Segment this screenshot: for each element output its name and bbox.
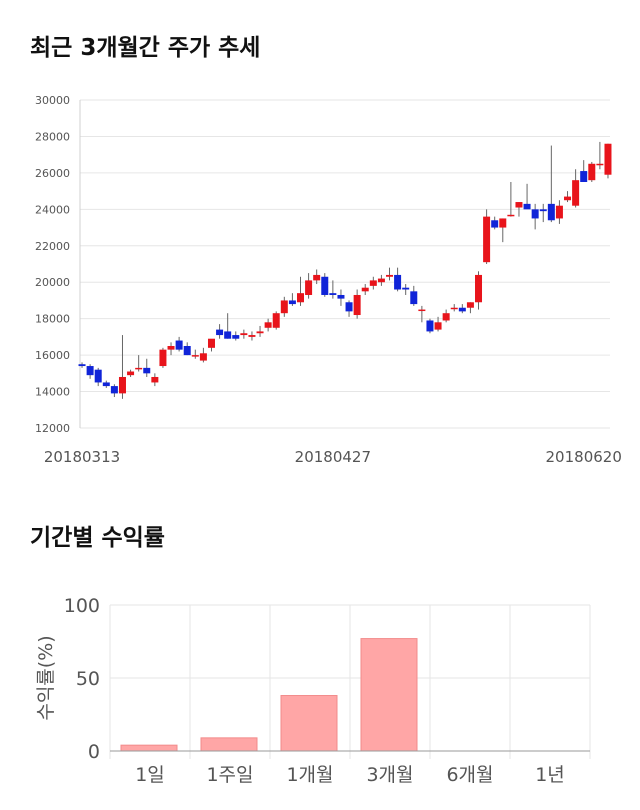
x-tick-label: 20180620 (546, 448, 622, 466)
candle-body (135, 367, 143, 370)
x-tick-label: 1주일 (206, 764, 253, 786)
candle-body (240, 333, 248, 336)
candle-body (426, 320, 434, 332)
candle-body (442, 313, 450, 321)
candle-body (564, 196, 572, 201)
candle-body (175, 340, 183, 350)
y-tick-label: 26000 (35, 167, 70, 180)
return-bar-chart: 0 50 100 1일 1주일 1개월 3개월 6개월 1년 수익률(%) (35, 595, 591, 786)
candle-body (191, 355, 199, 357)
candle-body (118, 376, 126, 394)
candle-body (321, 276, 329, 295)
candle-body (264, 322, 272, 328)
candle-body (337, 294, 345, 299)
candle-body (547, 203, 555, 221)
candle-body (280, 300, 288, 314)
y-tick-label: 18000 (35, 313, 70, 326)
candle-body (466, 302, 474, 308)
y-tick-label: 28000 (35, 130, 70, 143)
candle-body (159, 349, 167, 367)
return-bar (280, 695, 338, 752)
candle-body (167, 346, 175, 350)
candle-body (410, 291, 418, 305)
y-tick-label: 24000 (35, 203, 70, 216)
candle-body (102, 382, 110, 387)
x-tick-label: 6개월 (446, 764, 493, 786)
y-axis-label: 수익률(%) (35, 635, 57, 720)
candle-body (143, 367, 151, 374)
candle-body (507, 214, 515, 217)
candle-body (110, 386, 118, 394)
candle-body (418, 309, 426, 312)
y-tick-label: 14000 (35, 386, 70, 399)
period-return-title: 기간별 수익률 (30, 525, 165, 551)
candle-body (345, 302, 353, 312)
candle-body (248, 335, 256, 337)
candle-body (313, 274, 321, 281)
candle-body (523, 203, 531, 210)
candle-body (256, 331, 264, 334)
candle-body (394, 274, 402, 290)
candle-body (272, 313, 280, 328)
candle-body (288, 300, 296, 305)
return-bar (360, 638, 418, 752)
candle-body (588, 163, 596, 181)
candle-body (491, 220, 499, 228)
candle-body (199, 353, 207, 361)
candle-body (539, 209, 547, 212)
candle-body (475, 274, 483, 303)
candle-body (572, 180, 580, 206)
candle-body (78, 364, 86, 367)
candle-body (305, 280, 313, 295)
y-tick-label: 50 (76, 668, 100, 690)
candle-body (232, 335, 240, 339)
candle-body (450, 307, 458, 310)
candle-body (353, 294, 361, 316)
price-trend-title: 최근 3개월간 주가 추세 (30, 35, 261, 61)
x-tick-label: 20180313 (44, 448, 120, 466)
y-tick-label: 0 (88, 741, 100, 763)
candlestick-chart: 12000 14000 16000 18000 20000 22000 24000 26000… (35, 94, 622, 466)
x-tick-label: 20180427 (295, 448, 371, 466)
candle-body (369, 280, 377, 286)
candle-body (499, 218, 507, 228)
candle-body (329, 293, 337, 295)
y-tick-label: 20000 (35, 276, 70, 289)
candle-body (483, 216, 491, 263)
candle-body (224, 331, 232, 339)
x-tick-label: 1개월 (286, 764, 333, 786)
candle-body (604, 143, 612, 175)
y-tick-label: 30000 (35, 94, 70, 107)
candle-body (94, 369, 102, 383)
candle-body (555, 205, 563, 219)
candle-body (151, 376, 159, 383)
x-tick-label: 3개월 (366, 764, 413, 786)
candle-body (183, 346, 191, 356)
candle-body (580, 171, 588, 182)
return-bar (200, 737, 258, 752)
y-tick-label: 16000 (35, 349, 70, 362)
candle-body (515, 202, 523, 208)
x-tick-label: 1년 (535, 764, 565, 786)
candle-body (458, 307, 466, 312)
candle-body (386, 274, 394, 277)
y-tick-label: 22000 (35, 240, 70, 253)
candle-body (86, 366, 94, 376)
x-tick-label: 1일 (135, 764, 165, 786)
candle-body (361, 287, 369, 292)
candle-body (434, 322, 442, 330)
candle-body (127, 371, 135, 376)
candle-body (402, 287, 410, 290)
y-tick-label: 100 (64, 595, 100, 617)
candle-body (377, 278, 385, 283)
candle-body (207, 338, 215, 348)
return-bar (120, 744, 178, 752)
candle-body (596, 163, 604, 166)
candle-body (531, 209, 539, 219)
candle-body (216, 329, 224, 336)
candle-body (296, 293, 304, 303)
y-tick-label: 12000 (35, 422, 70, 435)
